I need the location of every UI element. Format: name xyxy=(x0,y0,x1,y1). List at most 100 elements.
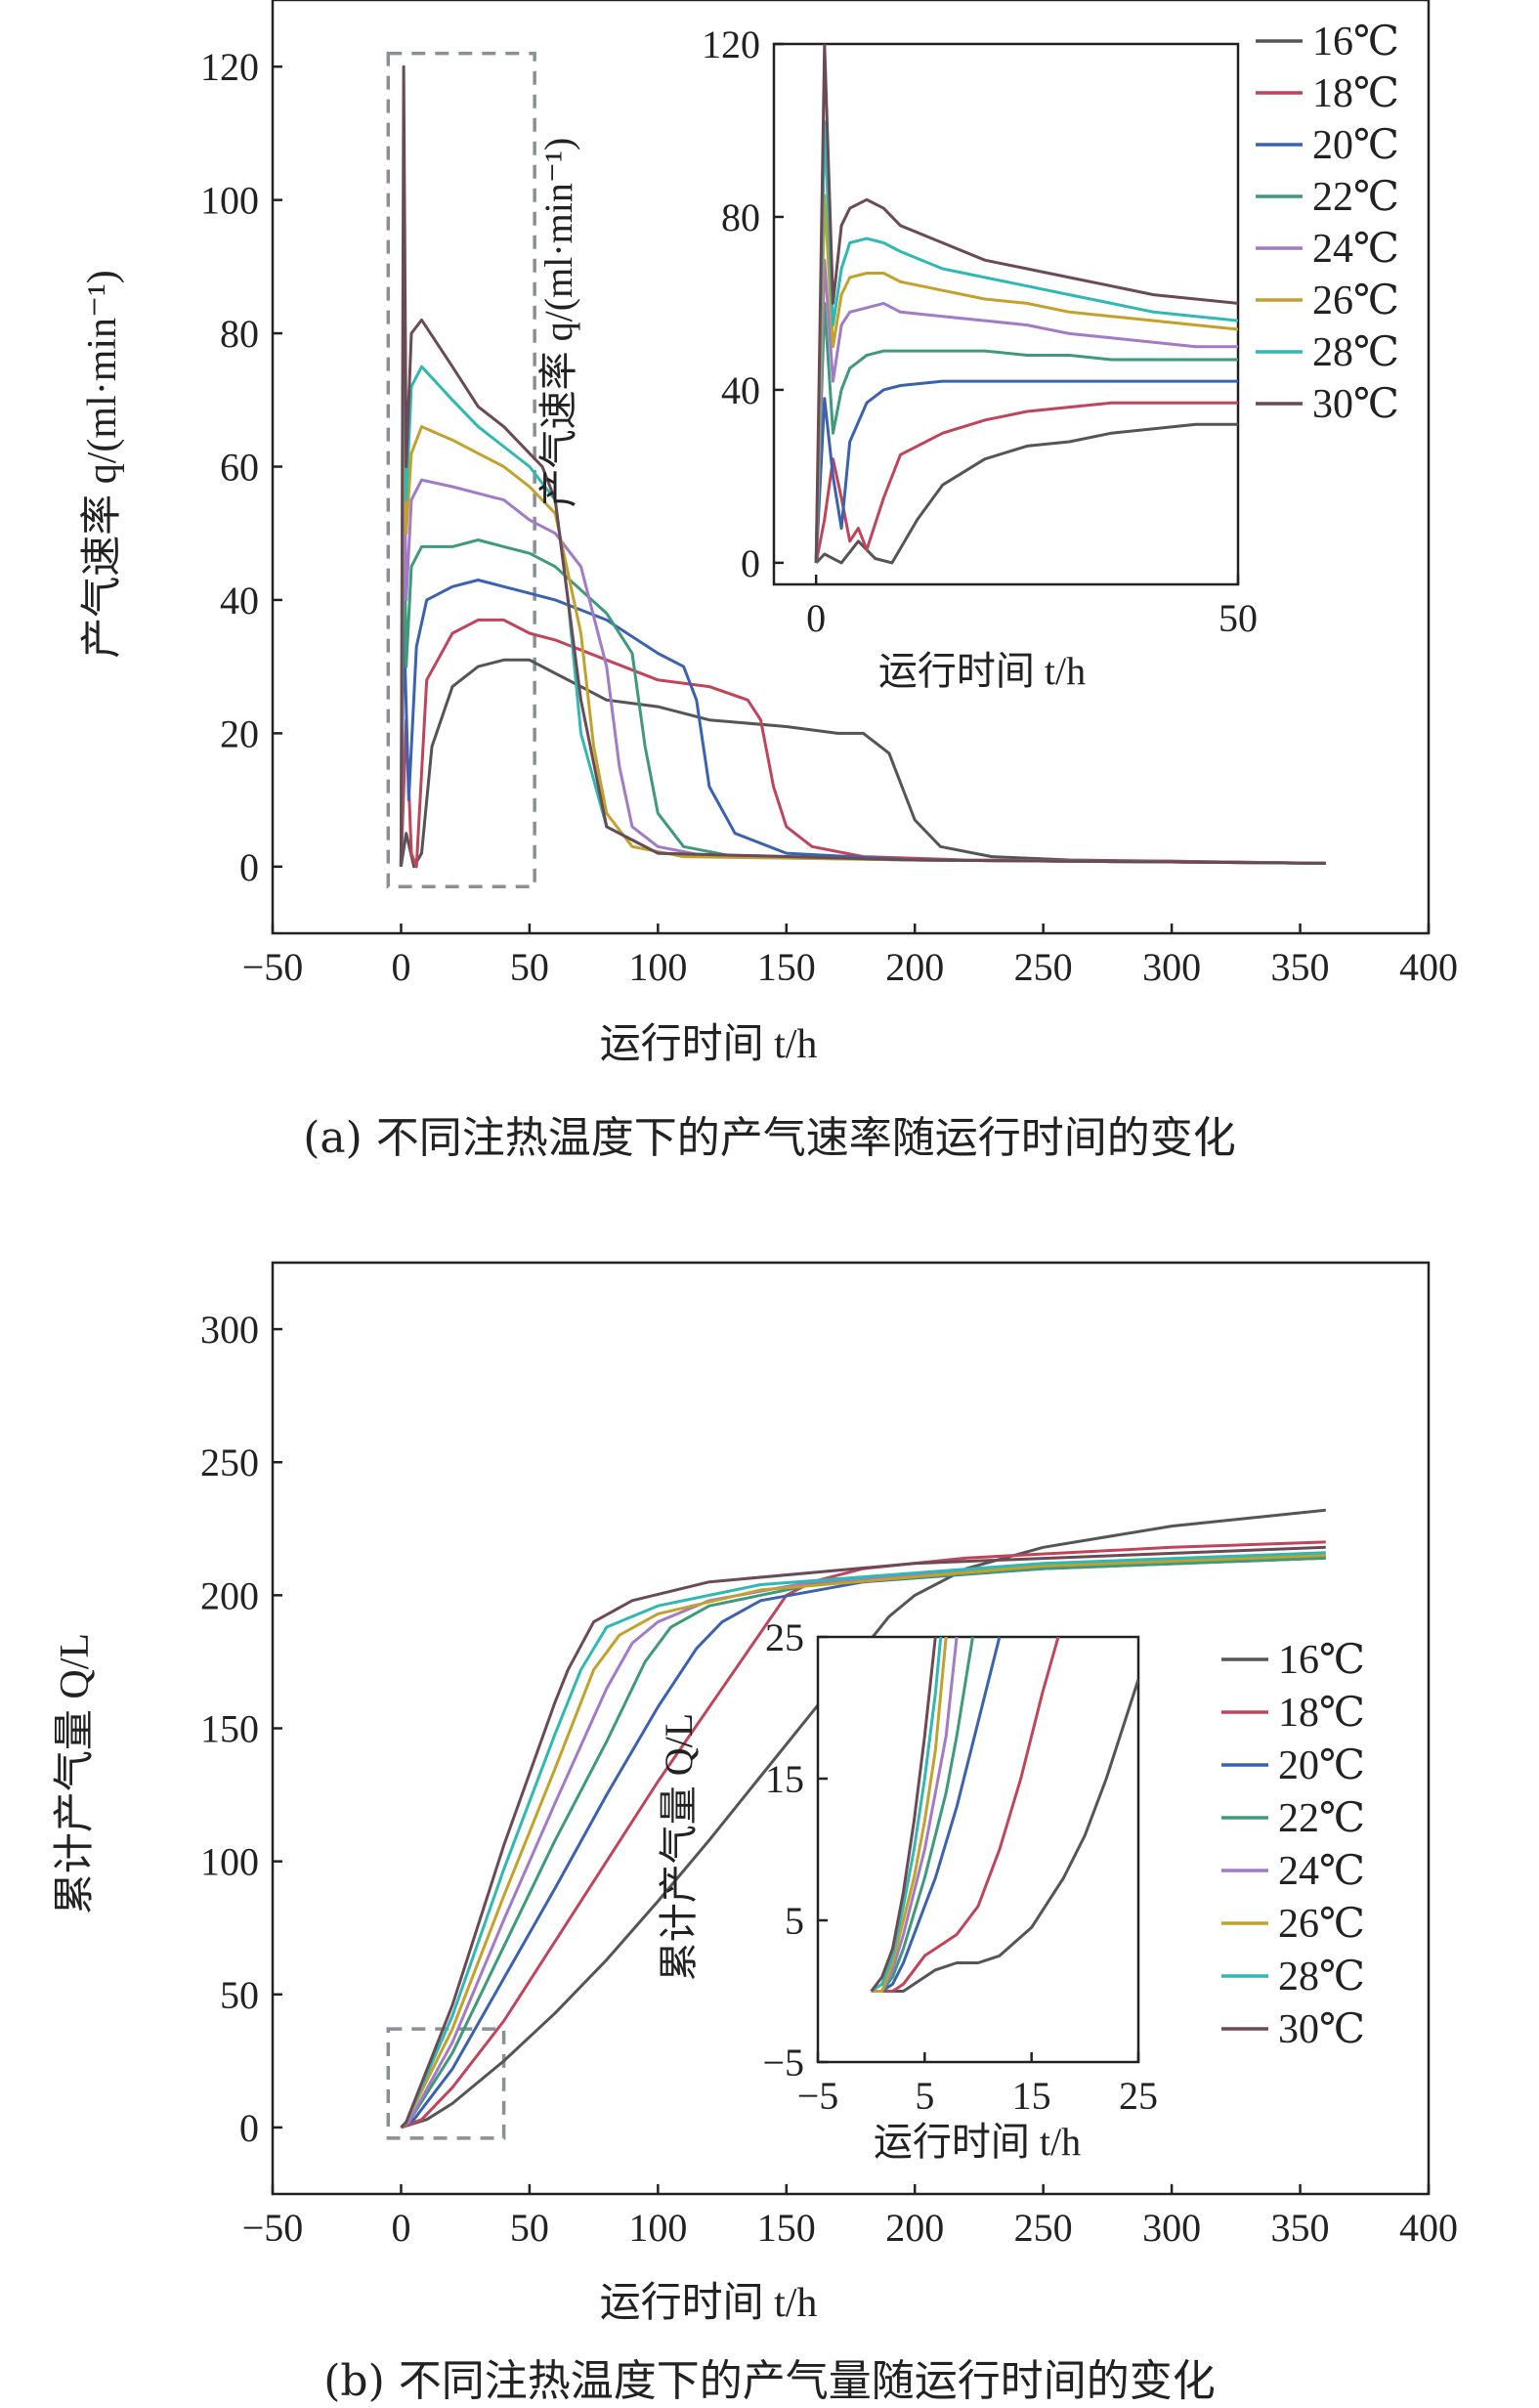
x-tick-label: 50 xyxy=(510,2206,549,2250)
y-tick-label: 250 xyxy=(200,1440,259,1484)
x-tick-label: 150 xyxy=(757,2206,816,2250)
y-tick-label: 100 xyxy=(200,179,259,223)
y-tick-label: 200 xyxy=(200,1573,259,1617)
x-tick-label: −50 xyxy=(242,945,304,989)
y-tick-label: −5 xyxy=(762,2041,804,2085)
caption-a: (a) 不同注热温度下的产气速率随运行时间的变化 xyxy=(303,1113,1236,1163)
x-axis-label: 运行时间 t/h xyxy=(600,2281,818,2326)
series-line-18c xyxy=(871,1637,1060,1993)
series-line-16c xyxy=(815,422,1238,565)
y-tick-label: 25 xyxy=(765,1615,804,1659)
series-line-20c xyxy=(399,579,1326,867)
legend-entry: 30℃ xyxy=(1278,2007,1365,2052)
legend-entry: 26℃ xyxy=(1312,279,1399,323)
y-tick-label: 50 xyxy=(220,1973,259,2017)
series-line-24c xyxy=(814,258,1238,563)
y-axis-label: 累计产气量 Q/L xyxy=(657,1713,701,1981)
series-line-16c xyxy=(399,658,1326,869)
series-line-18c xyxy=(399,618,1326,869)
x-tick-label: 350 xyxy=(1271,2206,1330,2250)
chart-a-inset: 0 50 0 40 80 120 运行时间 t/h 产气速率 q/(ml·min⁻¹) 16℃ 1… xyxy=(536,20,1399,693)
y-tick-label: 15 xyxy=(765,1757,804,1801)
y-tick-label: 120 xyxy=(702,22,760,66)
chart-b-main: −50 0 50 100 150 200 250 300 350 400 0 50 100 150 200 2… xyxy=(53,1261,1458,2326)
x-tick-label: 50 xyxy=(1218,596,1258,640)
inset-background xyxy=(818,1637,1138,2062)
legend-entry: 16℃ xyxy=(1278,1638,1365,1683)
series-line-30c xyxy=(814,44,1238,563)
legend-entry: 24℃ xyxy=(1312,227,1399,272)
legend-entry: 24℃ xyxy=(1278,1849,1365,1894)
x-tick-label: 15 xyxy=(1012,2074,1051,2118)
legend-entry: 30℃ xyxy=(1312,382,1399,427)
y-tick-label: 80 xyxy=(220,312,259,356)
legend-entry: 22℃ xyxy=(1278,1796,1365,1841)
y-tick-label: 0 xyxy=(741,541,760,585)
y-tick-label: 300 xyxy=(200,1308,259,1352)
x-tick-label: 0 xyxy=(806,596,826,640)
series-line-30c xyxy=(870,1637,937,1993)
x-tick-label: 100 xyxy=(628,945,687,989)
legend-entry: 26℃ xyxy=(1278,1902,1365,1947)
legend-entry: 20℃ xyxy=(1312,123,1399,168)
series-line-28c xyxy=(400,1551,1326,2128)
x-axis-label: 运行时间 t/h xyxy=(874,2120,1081,2164)
x-axis-label: 运行时间 t/h xyxy=(600,1022,818,1067)
x-tick-label: 350 xyxy=(1271,945,1330,989)
legend-entry: 20℃ xyxy=(1278,1743,1365,1788)
series-line-26c xyxy=(399,298,1326,867)
y-tick-label: 100 xyxy=(200,1840,259,1884)
y-tick-label: 40 xyxy=(220,579,259,623)
legend-entry: 16℃ xyxy=(1312,20,1399,64)
x-tick-label: 150 xyxy=(757,945,816,989)
y-axis-label: 产气速率 q/(ml·min⁻¹) xyxy=(536,138,580,508)
x-tick-label: 0 xyxy=(391,945,410,989)
chart-a-main: −50 0 50 100 150 200 250 300 350 4000204060801001… xyxy=(79,0,1458,1067)
legend-entry: 28℃ xyxy=(1278,1955,1365,2000)
series-line-28c xyxy=(870,1637,943,1993)
x-tick-label: 300 xyxy=(1142,945,1201,989)
series-line-26c xyxy=(814,194,1238,563)
y-tick-label: 5 xyxy=(785,1899,804,1943)
y-tick-label: 0 xyxy=(239,845,259,889)
x-tick-label: 400 xyxy=(1399,2206,1458,2250)
x-tick-label: 400 xyxy=(1399,945,1458,989)
x-tick-label: 200 xyxy=(885,2206,944,2250)
y-tick-label: 60 xyxy=(220,446,259,490)
legend-entry: 28℃ xyxy=(1312,330,1399,375)
x-tick-label: 25 xyxy=(1119,2074,1158,2118)
x-tick-label: 200 xyxy=(885,945,944,989)
x-tick-label: 300 xyxy=(1142,2206,1201,2250)
series-line-20c xyxy=(871,1637,1002,1993)
plot-frame xyxy=(816,1635,1140,2064)
caption-b: (b) 不同注热温度下的产气量随运行时间的变化 xyxy=(323,2356,1216,2406)
x-tick-label: 250 xyxy=(1014,945,1073,989)
series-line-22c xyxy=(871,1637,974,1993)
x-axis-label: 运行时间 t/h xyxy=(878,649,1086,693)
series-line-26c xyxy=(400,1554,1326,2128)
series-line-20c xyxy=(814,379,1238,563)
x-tick-label: 50 xyxy=(510,945,549,989)
y-tick-label: 150 xyxy=(200,1707,259,1751)
series-line-30c xyxy=(399,64,1326,867)
series-line-22c xyxy=(814,301,1238,563)
x-tick-label: 0 xyxy=(391,2206,410,2250)
y-tick-label: 0 xyxy=(239,2106,259,2150)
x-tick-label: −5 xyxy=(797,2074,839,2118)
legend-entry: 18℃ xyxy=(1312,71,1399,116)
x-tick-label: 5 xyxy=(915,2074,934,2118)
y-axis-label: 累计产气量 Q/L xyxy=(53,1633,98,1914)
x-tick-label: −50 xyxy=(242,2206,304,2250)
legend-entry: 18℃ xyxy=(1278,1691,1365,1736)
x-tick-label: 250 xyxy=(1014,2206,1073,2250)
series-line-26c xyxy=(871,1637,948,1993)
series-line-16c xyxy=(871,1679,1138,1993)
series-line-18c xyxy=(814,401,1238,564)
y-tick-label: 80 xyxy=(721,195,760,239)
x-tick-label: 100 xyxy=(628,2206,687,2250)
y-tick-label: 20 xyxy=(220,711,259,755)
series-line-28c xyxy=(814,120,1238,563)
y-tick-label: 40 xyxy=(721,368,760,412)
series-line-30c xyxy=(400,1545,1326,2128)
